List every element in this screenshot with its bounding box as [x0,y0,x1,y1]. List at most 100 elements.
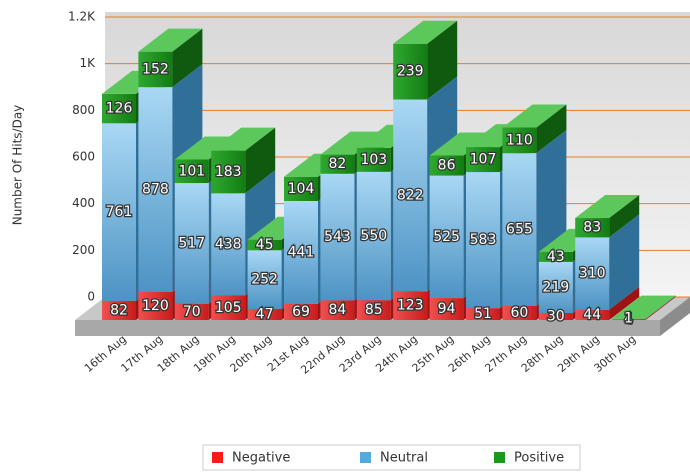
value-label: 101 [178,163,205,179]
value-label: 822 [397,187,424,203]
value-label: 82 [110,302,128,318]
bar-front [247,250,282,310]
bar-front [575,309,610,320]
value-label: 45 [256,237,274,253]
bar-front [466,308,500,320]
bar-front [102,123,136,301]
y-tick-label: 800 [72,103,95,117]
floor-side [660,297,690,336]
bar-top [611,295,676,319]
bar-front [102,300,136,320]
value-label: 83 [583,220,601,236]
bar-front [575,237,610,310]
value-label: 525 [433,229,460,245]
value-label: 60 [510,305,528,321]
legend-swatch [212,452,223,463]
y-tick-label: 600 [72,150,95,164]
value-label: 44 [583,307,601,323]
bar-front [247,239,282,251]
bar-front [320,300,355,320]
value-label: 310 [579,266,606,282]
bar-front [247,309,282,320]
value-label: 107 [470,152,497,168]
value-label: 70 [183,304,201,320]
bar-side [645,295,676,320]
bar-segment [575,195,640,238]
value-label: 69 [292,304,310,320]
bar-top [393,20,458,44]
legend-swatch [494,452,505,463]
value-label: 550 [360,228,387,244]
bar-side [427,20,458,100]
bar-front [466,147,500,173]
bar-front [138,87,173,292]
bar-front [102,93,136,124]
bar-front [211,150,246,194]
value-label: 43 [547,249,565,265]
value-label: 94 [438,301,456,317]
bar-side [536,104,567,154]
value-label: 878 [142,182,169,198]
value-label: 123 [397,298,424,314]
value-label: 85 [365,302,383,318]
value-label: 47 [256,307,274,323]
bar-front [284,303,318,320]
value-label: 583 [470,232,497,248]
bar-front [429,298,464,320]
value-label: 1 [624,311,633,327]
bar-front [538,261,573,313]
bar-side [645,296,676,320]
value-label: 239 [397,64,424,80]
bar-top [575,195,640,219]
value-label: 219 [542,279,569,295]
bar-side [645,295,676,319]
bar-top [502,104,567,128]
value-label: 441 [288,244,315,260]
value-label: 120 [142,298,169,314]
bar-segment [502,104,567,154]
legend [202,444,581,471]
floor-edge [75,320,660,336]
bar-front [138,292,173,320]
value-label: 104 [288,181,315,197]
legend-label: Negative [232,451,290,466]
bar-segment [393,20,458,100]
bar-front [320,173,355,301]
bar-front [174,303,209,320]
value-label: 655 [506,222,533,238]
value-label: 152 [142,61,169,77]
value-label: 51 [474,306,492,322]
value-label: 438 [215,236,242,252]
bar-side [172,28,203,88]
bar-front [466,172,500,309]
bar-segment [138,28,203,88]
y-tick-label: 200 [72,243,95,257]
bar-front [320,154,355,174]
bar-side [609,286,640,320]
legend-label: Neutral [380,451,428,466]
bar-front [284,201,318,304]
value-label: 761 [106,204,133,220]
bar-front [575,218,610,238]
y-tick-label: 1.2K [68,10,96,24]
bar-side [245,127,276,194]
bar-front [393,99,428,292]
y-tick-label: 0 [87,290,95,304]
value-label: 252 [251,272,278,288]
value-label: 84 [328,302,346,318]
legend-label: Positive [514,451,564,466]
value-label: 103 [360,152,387,168]
bar-front [284,176,318,201]
value-label: 183 [215,164,242,180]
value-label: 1 [624,311,633,327]
bar-side [609,195,640,238]
value-label: 4 [624,312,633,328]
bar-top [138,28,203,52]
bar-front [356,300,391,320]
value-label: 82 [328,156,346,172]
bar-segment [611,295,676,319]
value-label: 86 [438,158,456,174]
bar-front [356,171,391,301]
value-label: 105 [215,300,242,316]
